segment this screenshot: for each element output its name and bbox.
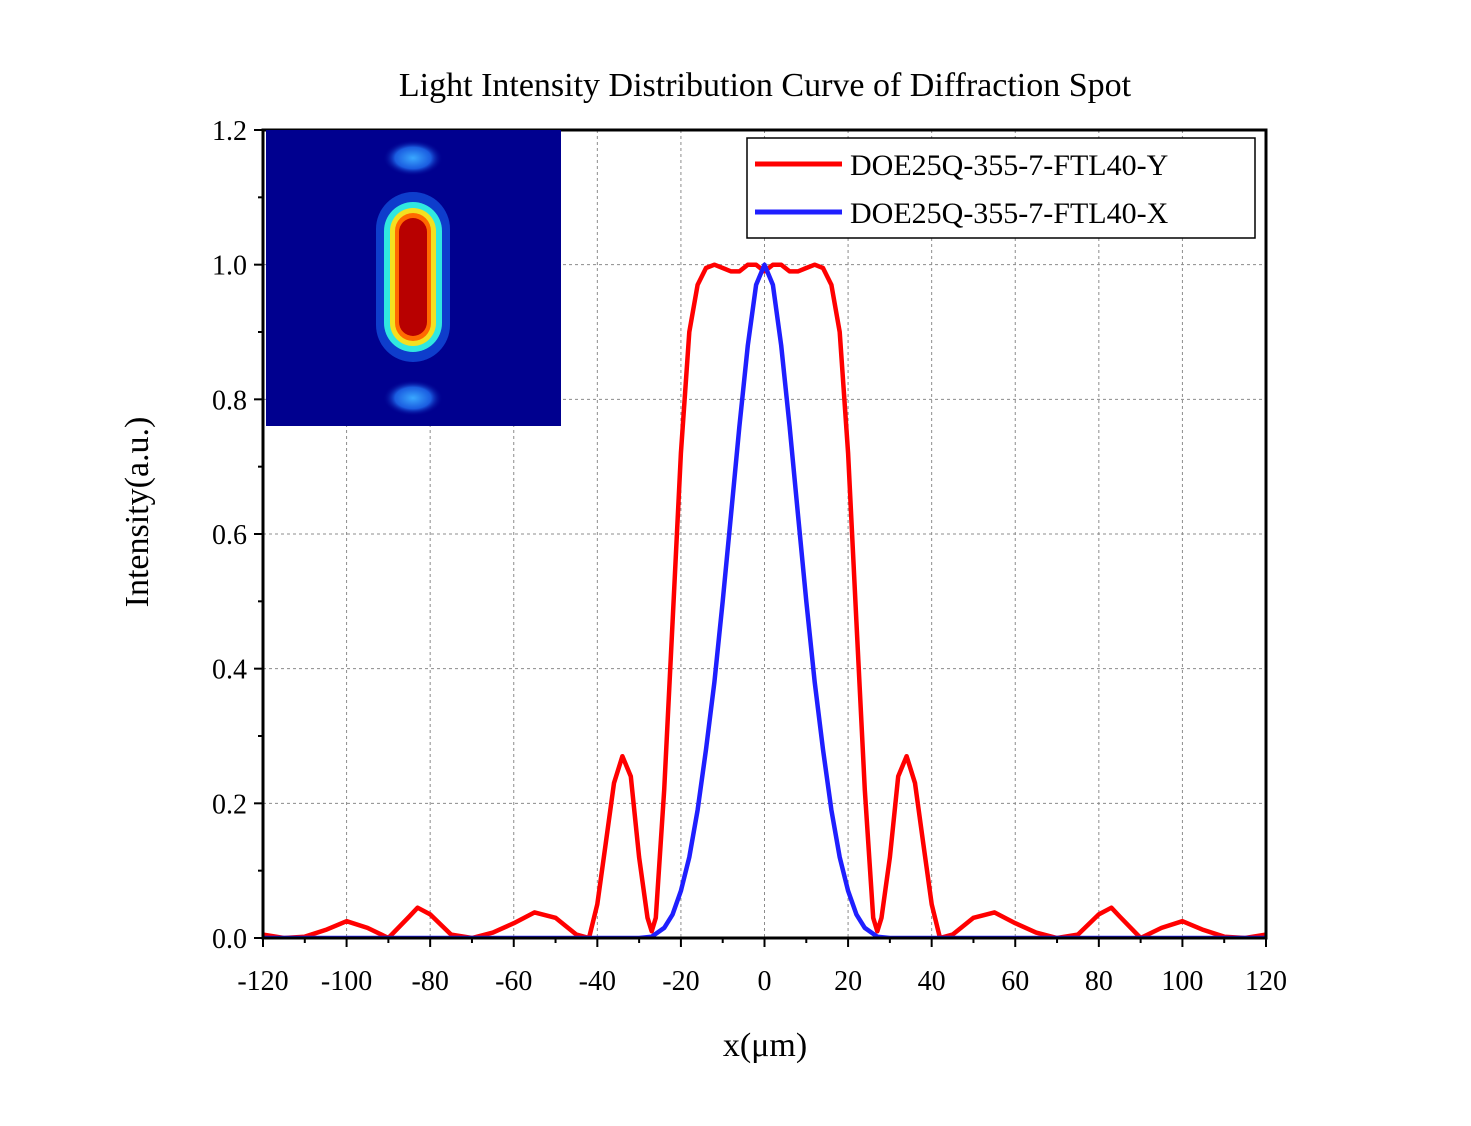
- inset-heatmap: [266, 130, 561, 426]
- ticks: -120 -100 -80 -60 -40 -20 0 20 40 60 80 100 120 0.0 0.…: [212, 116, 1287, 997]
- legend-label-y: DOE25Q-355-7-FTL40-Y: [850, 149, 1168, 182]
- inset-side-lobe-top: [383, 140, 443, 176]
- x-tick-label: 60: [1001, 966, 1029, 997]
- y-tick-label: 0.4: [212, 655, 247, 686]
- legend: DOE25Q-355-7-FTL40-Y DOE25Q-355-7-FTL40-…: [746, 137, 1256, 239]
- series-line-y: [263, 262, 1266, 938]
- y-tick-label: 0.0: [212, 924, 247, 955]
- x-tick-label: 20: [834, 966, 862, 997]
- x-tick-label: -40: [579, 966, 616, 997]
- x-tick-label: 120: [1245, 966, 1287, 997]
- chart-title: Light Intensity Distribution Curve of Di…: [399, 67, 1132, 104]
- legend-box: [746, 137, 1256, 239]
- x-tick-label: -80: [412, 966, 449, 997]
- x-tick-label: 0: [758, 966, 772, 997]
- y-tick-label: 0.6: [212, 520, 247, 551]
- y-tick-label: 0.2: [212, 789, 247, 820]
- x-tick-label: 100: [1161, 966, 1203, 997]
- y-tick-label: 0.8: [212, 385, 247, 416]
- inset-side-lobe-bottom: [383, 380, 443, 416]
- x-tick-label: -20: [662, 966, 699, 997]
- legend-label-x: DOE25Q-355-7-FTL40-X: [850, 197, 1169, 230]
- x-tick-label: -60: [495, 966, 532, 997]
- series-line-x: [263, 262, 1266, 938]
- x-tick-label: -120: [237, 966, 288, 997]
- y-axis-label: Intensity(a.u.): [119, 417, 156, 608]
- x-axis-label: x(μm): [723, 1027, 807, 1064]
- y-tick-label: 1.2: [212, 116, 247, 147]
- x-tick-label: -100: [321, 966, 372, 997]
- x-tick-label: 40: [918, 966, 946, 997]
- series-layer: [263, 262, 1266, 938]
- y-tick-label: 1.0: [212, 251, 247, 282]
- x-tick-label: 80: [1085, 966, 1113, 997]
- inset-core: [399, 218, 427, 336]
